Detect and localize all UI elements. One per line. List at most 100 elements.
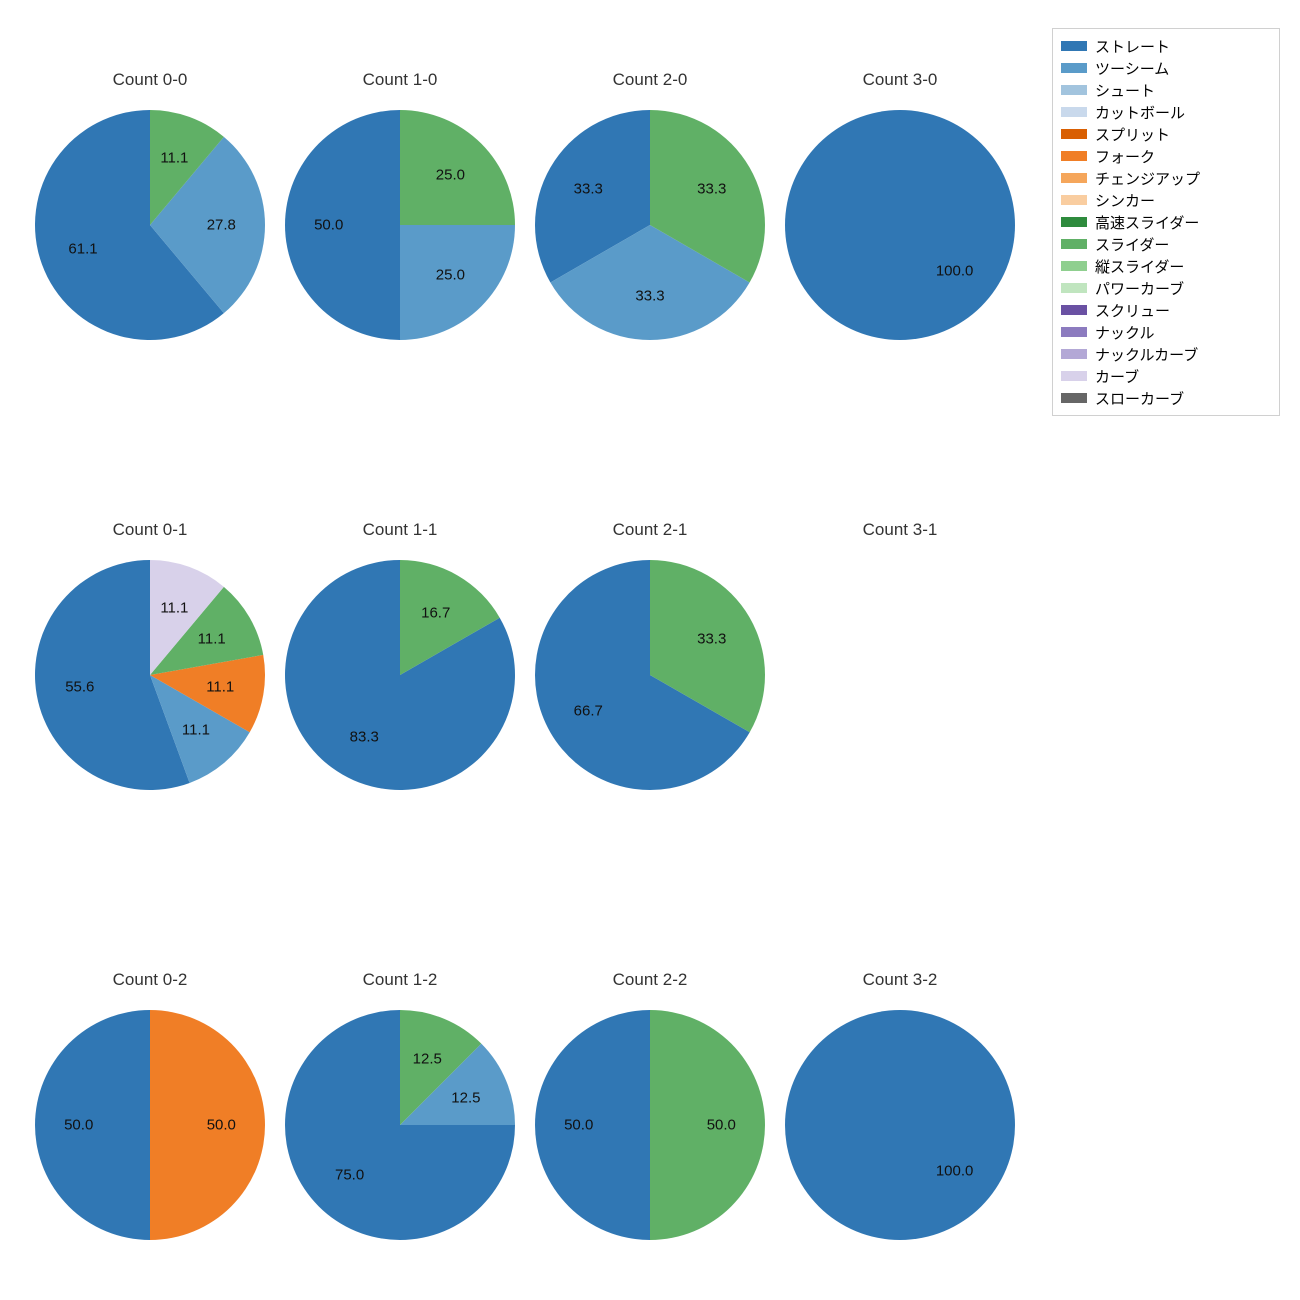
legend-label: スライダー	[1095, 234, 1271, 255]
legend-item: カーブ	[1061, 365, 1271, 387]
pie-svg	[280, 555, 520, 795]
pie-count-2-2: Count 2-250.050.0	[530, 970, 770, 1250]
chart-title: Count 0-1	[30, 520, 270, 540]
legend-label: シンカー	[1095, 190, 1271, 211]
legend-item: スプリット	[1061, 123, 1271, 145]
slice-label: 50.0	[314, 217, 343, 234]
slice-label: 27.8	[207, 217, 236, 234]
legend-swatch	[1061, 217, 1087, 227]
slice-label: 83.3	[350, 728, 379, 745]
legend-item: ナックルカーブ	[1061, 343, 1271, 365]
chart-title: Count 3-2	[780, 970, 1020, 990]
pie-count-2-0: Count 2-0 33.3 33.3 33.3	[530, 70, 770, 350]
pie-wrap: 33.3 33.3 33.3	[530, 105, 770, 345]
chart-title: Count 2-0	[530, 70, 770, 90]
legend-label: ストレート	[1095, 36, 1271, 57]
slice-label: 11.1	[198, 631, 226, 648]
legend-item: 縦スライダー	[1061, 255, 1271, 277]
chart-title: Count 1-0	[280, 70, 520, 90]
pie-wrap: 55.611.111.111.111.1	[30, 555, 270, 795]
legend-swatch	[1061, 129, 1087, 139]
legend-swatch	[1061, 41, 1087, 51]
slice-label: 33.3	[697, 181, 726, 198]
slice-label: 16.7	[421, 605, 450, 622]
legend-label: カーブ	[1095, 366, 1271, 387]
pie-count-1-0: Count 1-050.025.025.0	[280, 70, 520, 350]
legend-item: フォーク	[1061, 145, 1271, 167]
pie-count-3-2: Count 3-2 100.0	[780, 970, 1020, 1250]
legend-swatch	[1061, 371, 1087, 381]
pie-count-0-2: Count 0-250.050.0	[30, 970, 270, 1250]
legend-swatch	[1061, 393, 1087, 403]
legend-swatch	[1061, 283, 1087, 293]
slice-label: 50.0	[564, 1117, 593, 1134]
pie-svg	[280, 1005, 520, 1245]
slice-label: 12.5	[451, 1089, 480, 1106]
slice-label: 33.3	[574, 181, 603, 198]
legend-item: ストレート	[1061, 35, 1271, 57]
chart-title: Count 1-1	[280, 520, 520, 540]
legend-item: シュート	[1061, 79, 1271, 101]
pie-svg	[780, 105, 1020, 345]
chart-title: Count 0-0	[30, 70, 270, 90]
legend-item: チェンジアップ	[1061, 167, 1271, 189]
legend-swatch	[1061, 85, 1087, 95]
legend-item: 高速スライダー	[1061, 211, 1271, 233]
legend-item: パワーカーブ	[1061, 277, 1271, 299]
slice-label: 11.1	[160, 149, 188, 166]
legend-item: シンカー	[1061, 189, 1271, 211]
pie-wrap: 50.025.025.0	[280, 105, 520, 345]
legend: ストレートツーシームシュートカットボールスプリットフォークチェンジアップシンカー…	[1052, 28, 1280, 416]
pie-slice	[785, 1010, 1015, 1240]
legend-label: カットボール	[1095, 102, 1271, 123]
legend-swatch	[1061, 327, 1087, 337]
legend-swatch	[1061, 63, 1087, 73]
slice-label: 66.7	[574, 702, 603, 719]
pie-svg	[780, 1005, 1020, 1245]
legend-item: ナックル	[1061, 321, 1271, 343]
pie-wrap: 100.0	[780, 105, 1020, 345]
legend-item: スローカーブ	[1061, 387, 1271, 409]
slice-label: 33.3	[635, 288, 664, 305]
pie-count-0-0: Count 0-0 61.1 27.8 11.1	[30, 70, 270, 350]
slice-label: 55.6	[65, 679, 94, 696]
pie-wrap: 61.1 27.8 11.1	[30, 105, 270, 345]
legend-swatch	[1061, 305, 1087, 315]
chart-title: Count 3-1	[780, 520, 1020, 540]
legend-swatch	[1061, 195, 1087, 205]
legend-swatch	[1061, 173, 1087, 183]
pie-count-3-1: Count 3-1	[780, 520, 1020, 800]
legend-label: パワーカーブ	[1095, 278, 1271, 299]
slice-label: 11.1	[206, 679, 234, 696]
legend-swatch	[1061, 239, 1087, 249]
pie-wrap: 100.0	[780, 1005, 1020, 1245]
legend-label: チェンジアップ	[1095, 168, 1271, 189]
pie-wrap	[780, 555, 1020, 795]
pie-count-0-1: Count 0-155.611.111.111.111.1	[30, 520, 270, 800]
slice-label: 11.1	[160, 599, 188, 616]
pie-svg	[530, 105, 770, 345]
slice-label: 100.0	[936, 262, 974, 279]
pie-wrap: 50.050.0	[30, 1005, 270, 1245]
slice-label: 12.5	[413, 1051, 442, 1068]
slice-label: 61.1	[68, 241, 97, 258]
legend-label: ナックルカーブ	[1095, 344, 1271, 365]
chart-title: Count 2-1	[530, 520, 770, 540]
legend-swatch	[1061, 261, 1087, 271]
slice-label: 50.0	[707, 1117, 736, 1134]
slice-label: 25.0	[436, 267, 465, 284]
chart-stage: Count 0-061.127.811.1Count 1-050.025.025…	[0, 0, 1300, 1300]
legend-item: ツーシーム	[1061, 57, 1271, 79]
pie-count-2-1: Count 2-1 66.7 33.3	[530, 520, 770, 800]
legend-label: スクリュー	[1095, 300, 1271, 321]
legend-item: カットボール	[1061, 101, 1271, 123]
pie-wrap: 50.0 50.0	[530, 1005, 770, 1245]
slice-label: 100.0	[936, 1162, 974, 1179]
pie-count-3-0: Count 3-0 100.0	[780, 70, 1020, 350]
pie-svg	[530, 555, 770, 795]
legend-label: シュート	[1095, 80, 1271, 101]
legend-item: スライダー	[1061, 233, 1271, 255]
slice-label: 33.3	[697, 631, 726, 648]
chart-title: Count 3-0	[780, 70, 1020, 90]
legend-label: 縦スライダー	[1095, 256, 1271, 277]
